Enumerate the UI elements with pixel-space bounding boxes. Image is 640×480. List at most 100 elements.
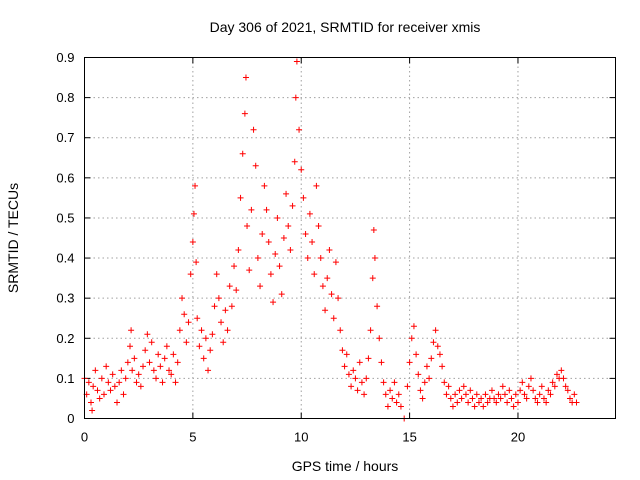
data-point [224, 327, 231, 334]
x-tick-label: 5 [189, 430, 196, 445]
data-point [395, 391, 402, 398]
data-point [213, 271, 220, 278]
data-point [163, 343, 170, 350]
data-point [283, 190, 290, 197]
data-point [324, 275, 331, 282]
data-point [410, 323, 417, 330]
data-point [543, 399, 550, 406]
y-tick-label: 0.5 [56, 210, 74, 225]
data-point [499, 383, 506, 390]
data-point [159, 379, 166, 386]
data-point [332, 259, 339, 266]
data-point [378, 359, 385, 366]
data-point [493, 399, 500, 406]
grid-lines [84, 57, 616, 419]
data-point [458, 395, 465, 402]
data-point [330, 315, 337, 322]
data-point [341, 363, 348, 370]
data-point [131, 355, 138, 362]
data-point [547, 391, 554, 398]
data-point [211, 303, 218, 310]
data-point [85, 379, 92, 386]
data-point [101, 391, 108, 398]
data-point [103, 363, 110, 370]
data-point [335, 295, 342, 302]
data-point [370, 226, 377, 233]
data-point [322, 307, 329, 314]
data-point [300, 194, 307, 201]
data-point [89, 407, 96, 414]
data-point [306, 210, 313, 217]
data-point [564, 387, 571, 394]
y-tick-label: 0.6 [56, 170, 74, 185]
data-point [348, 383, 355, 390]
data-point [408, 335, 415, 342]
data-point [478, 395, 485, 402]
data-point [434, 343, 441, 350]
data-point [573, 399, 580, 406]
data-point [449, 403, 456, 410]
data-point [118, 367, 125, 374]
data-point [129, 367, 136, 374]
data-point [209, 331, 216, 338]
data-point [473, 391, 480, 398]
data-point [389, 395, 396, 402]
data-point [140, 363, 147, 370]
data-point [517, 387, 524, 394]
data-point [419, 395, 426, 402]
data-point [274, 214, 281, 221]
data-point [193, 259, 200, 266]
data-point [393, 399, 400, 406]
data-point [250, 126, 257, 133]
data-point [406, 359, 413, 366]
y-tick-label: 0.1 [56, 371, 74, 386]
data-point [545, 387, 552, 394]
plot-frame [84, 57, 616, 419]
data-point [293, 58, 300, 65]
y-axis-label: SRMTID / TECUs [5, 183, 21, 293]
chart-title: Day 306 of 2021, SRMTID for receiver xmi… [210, 19, 481, 35]
y-tick-label: 0.9 [56, 50, 74, 65]
data-point [187, 271, 194, 278]
data-point [549, 379, 556, 386]
y-tick-label: 0.4 [56, 251, 74, 266]
data-point [417, 387, 424, 394]
data-point [382, 391, 389, 398]
data-point [475, 399, 482, 406]
data-point [358, 379, 365, 386]
data-point [289, 202, 296, 209]
data-point [124, 359, 131, 366]
data-point [265, 239, 272, 246]
data-point [356, 359, 363, 366]
data-point [460, 383, 467, 390]
x-axis-label: GPS time / hours [292, 458, 399, 474]
data-point [244, 222, 251, 229]
data-point [135, 371, 142, 378]
data-point [94, 387, 101, 394]
data-point [439, 363, 446, 370]
data-point [391, 379, 398, 386]
y-tick-label: 0.3 [56, 291, 74, 306]
data-point [497, 395, 504, 402]
data-point [189, 239, 196, 246]
data-point [311, 271, 318, 278]
data-point [430, 339, 437, 346]
data-point [436, 351, 443, 358]
data-point [571, 391, 578, 398]
data-point [514, 399, 521, 406]
data-point [170, 351, 177, 358]
data-point [179, 295, 186, 302]
data-point [198, 327, 205, 334]
data-point [120, 391, 127, 398]
data-point [482, 391, 489, 398]
data-point [462, 391, 469, 398]
data-point [467, 387, 474, 394]
y-tick-label: 0.2 [56, 331, 74, 346]
data-point [304, 255, 311, 262]
data-point [384, 403, 391, 410]
data-point [259, 230, 266, 237]
data-point [92, 367, 99, 374]
x-tick-label: 0 [81, 430, 88, 445]
data-point [150, 367, 157, 374]
